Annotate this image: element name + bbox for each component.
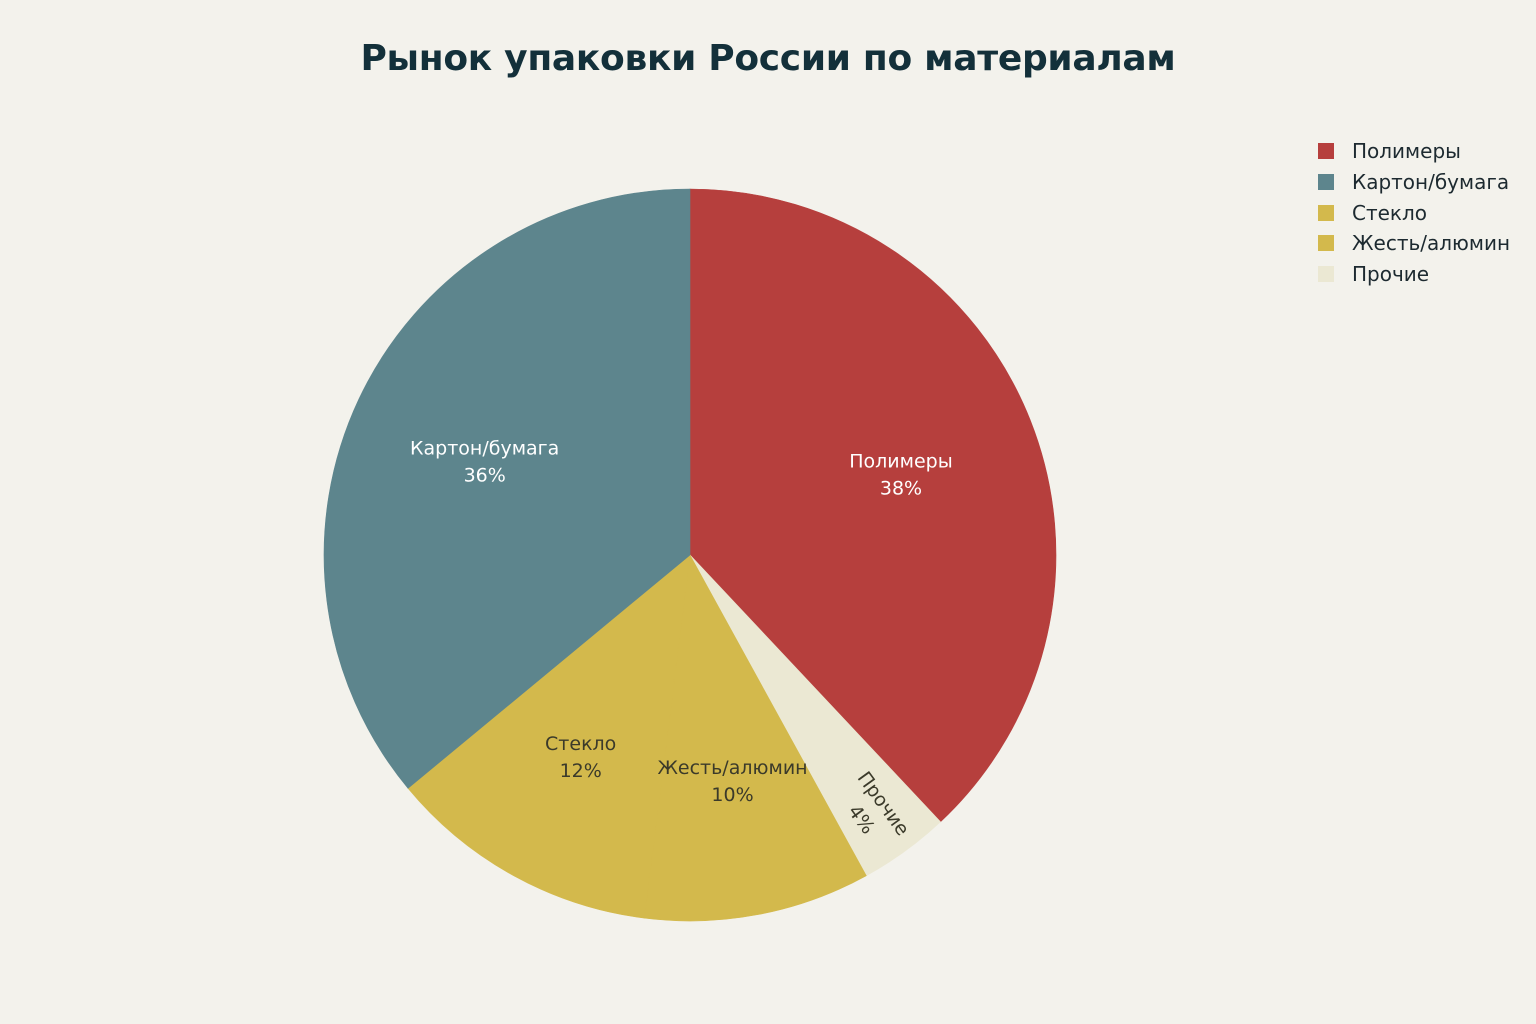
pie-slice-1 [689,188,1057,823]
legend-item[interactable]: Картон/бумага [1318,167,1510,198]
legend-label: Жесть/алюмин [1352,231,1511,256]
slice-name-label: Жесть/алюмин [657,757,807,779]
legend-label: Стекло [1352,200,1428,225]
legend-swatch [1318,235,1334,252]
legend-label: Картон/бумага [1352,170,1510,195]
legend-item[interactable]: Стекло [1318,197,1510,228]
legend-item[interactable]: Жесть/алюмин [1318,228,1510,259]
slice-label-5: Картон/бумага 36% [410,437,559,486]
legend-swatch [1318,266,1334,283]
slice-percent-label: 36% [464,464,506,486]
legend-swatch [1318,174,1334,191]
slice-name-label: Стекло [545,733,616,755]
legend: Полимеры Картон/бумага Стекло Жесть/алюмин П… [1318,136,1510,289]
slice-label-4: Стекло 12% [545,733,616,782]
legend-label: Прочие [1352,262,1430,287]
pie-slice-4 [407,554,691,919]
slice-name-label: Полимеры [849,450,953,472]
slice-percent-label: 10% [711,784,753,806]
pie-slice-3 [643,554,867,922]
pie-slices [323,188,1057,922]
slice-percent-label: 12% [560,760,602,782]
slice-label-1: Полимеры 38% [849,450,953,499]
slice-percent-label: 38% [880,477,922,499]
legend-swatch [1318,143,1334,160]
legend-swatch [1318,204,1334,221]
legend-item[interactable]: Прочие [1318,259,1510,290]
legend-label: Полимеры [1352,139,1461,164]
slice-name-label: Картон/бумага [410,437,559,459]
legend-item[interactable]: Полимеры [1318,136,1510,167]
chart-title: Рынок упаковки России по материалам [360,38,1176,79]
pie-slice-5 [323,188,691,789]
slice-label-3: Жесть/алюмин 10% [657,757,807,806]
